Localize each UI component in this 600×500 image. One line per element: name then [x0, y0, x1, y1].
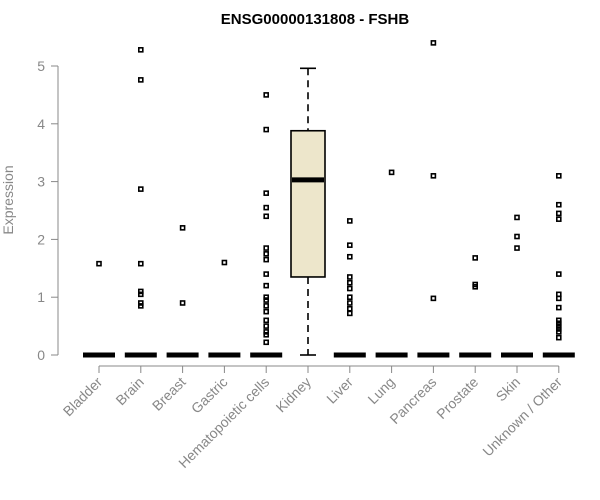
- category-group: [333, 218, 366, 358]
- outlier-point: [179, 225, 186, 231]
- x-tick-label: Liver: [323, 374, 356, 407]
- x-tick-label: Prostate: [433, 374, 481, 422]
- outlier-point: [138, 291, 144, 298]
- outlier-point: [346, 300, 353, 306]
- outlier-point: [138, 303, 144, 309]
- outlier-point: [263, 251, 270, 257]
- y-tick-label: 2: [37, 231, 45, 247]
- x-tick-label: Skin: [493, 374, 524, 405]
- outlier-point: [263, 323, 270, 329]
- outlier-point: [138, 300, 144, 306]
- outlier-point: [263, 126, 270, 133]
- outlier-point: [555, 210, 562, 217]
- outlier-point: [472, 255, 479, 261]
- category-group: [542, 173, 575, 358]
- outlier-point: [263, 297, 270, 303]
- y-tick-label: 3: [37, 174, 45, 190]
- category-group: [124, 47, 157, 358]
- outlier-point: [472, 283, 479, 290]
- category-group: [83, 260, 115, 358]
- category-group: [208, 259, 241, 358]
- category-group: [459, 255, 492, 358]
- y-axis: 0 1 2 3 4 5: [37, 58, 59, 363]
- outlier-point: [555, 317, 562, 324]
- x-tick-label: Bladder: [60, 374, 106, 420]
- outlier-point: [96, 260, 102, 267]
- outlier-point: [388, 169, 395, 176]
- plot-area: [83, 40, 575, 358]
- outlier-point: [346, 242, 353, 248]
- outlier-point: [555, 173, 562, 179]
- y-axis-label: Expression: [0, 165, 16, 234]
- x-tick-label: Kidney: [273, 374, 315, 416]
- y-tick-label: 5: [37, 58, 45, 74]
- outlier-point: [263, 245, 270, 251]
- y-tick-label: 1: [37, 289, 45, 305]
- outlier-point: [263, 256, 270, 263]
- outlier-point: [430, 40, 437, 46]
- outlier-point: [138, 47, 144, 53]
- outlier-point: [263, 294, 270, 301]
- outlier-point: [138, 288, 144, 295]
- outlier-point: [514, 233, 520, 240]
- outlier-point: [263, 317, 270, 324]
- outlier-point: [263, 282, 270, 289]
- outlier-point: [555, 201, 562, 208]
- outlier-point: [346, 294, 353, 301]
- outlier-point: [263, 204, 270, 211]
- outlier-point: [430, 295, 437, 302]
- y-tick-label: 4: [37, 116, 45, 132]
- outlier-point: [555, 320, 562, 327]
- outlier-point: [346, 253, 353, 260]
- outlier-point: [555, 326, 562, 332]
- outlier-point: [263, 329, 270, 335]
- outlier-point: [179, 300, 186, 306]
- y-tick-label: 0: [37, 347, 45, 363]
- x-tick-label: Breast: [149, 374, 189, 414]
- outlier-point: [346, 285, 353, 292]
- outlier-point: [346, 274, 353, 280]
- outlier-point: [263, 308, 270, 315]
- outlier-point: [555, 304, 562, 311]
- category-group: [501, 214, 533, 358]
- category-group: [417, 40, 450, 358]
- outlier-point: [555, 329, 562, 335]
- x-tick-label: Lung: [364, 374, 397, 407]
- outlier-point: [263, 331, 270, 338]
- outlier-point: [514, 245, 520, 251]
- outlier-point: [263, 190, 270, 196]
- outlier-point: [555, 323, 562, 329]
- outlier-point: [555, 295, 562, 302]
- outlier-point: [346, 305, 353, 312]
- outlier-point: [263, 303, 270, 309]
- outlier-point: [138, 186, 144, 192]
- category-group: [290, 67, 326, 356]
- x-tick-label: Unknown / Other: [479, 374, 565, 460]
- outlier-point: [514, 214, 520, 221]
- outlier-point: [346, 279, 353, 286]
- category-group: [166, 225, 199, 358]
- outlier-point: [555, 271, 562, 277]
- outlier-point: [555, 334, 562, 341]
- outlier-point: [263, 92, 270, 98]
- chart-title: ENSG00000131808 - FSHB: [221, 11, 410, 28]
- category-group: [250, 92, 283, 358]
- outlier-point: [430, 173, 437, 179]
- outlier-point: [346, 310, 353, 317]
- x-tick-label: Brain: [112, 374, 146, 408]
- outlier-point: [555, 216, 562, 222]
- outlier-point: [263, 213, 270, 220]
- box: [290, 129, 326, 278]
- outlier-point: [263, 271, 270, 277]
- outlier-point: [346, 218, 353, 224]
- outlier-point: [138, 260, 144, 267]
- outlier-point: [138, 77, 144, 83]
- outlier-point: [263, 339, 270, 346]
- category-group: [375, 169, 408, 358]
- outlier-point: [221, 259, 228, 266]
